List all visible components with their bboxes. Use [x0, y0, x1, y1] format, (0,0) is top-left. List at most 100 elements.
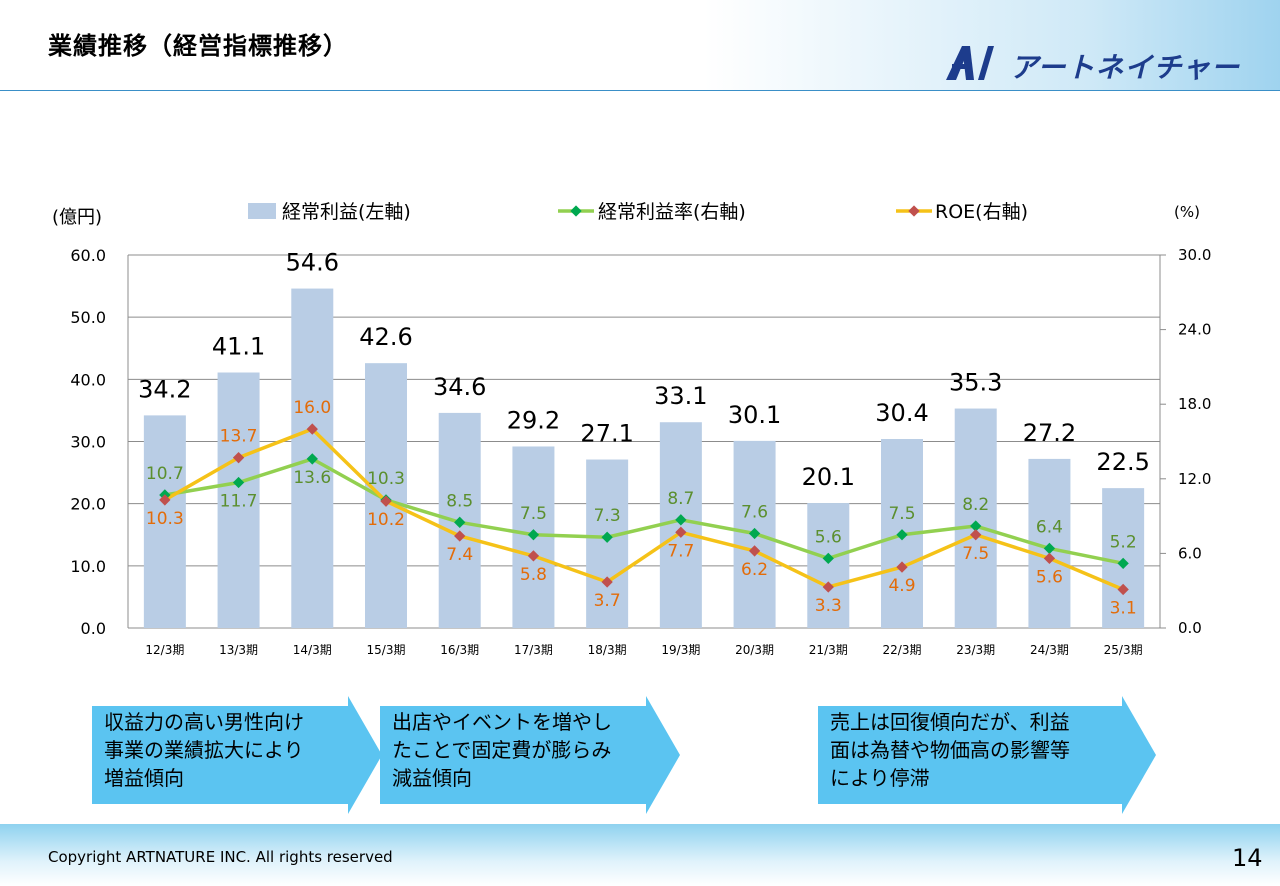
bar-value-label: 20.1 — [802, 463, 855, 491]
header-bar: 業績推移（経営指標推移） アートネイチャー — [0, 0, 1280, 91]
margin-value-label: 8.5 — [446, 491, 473, 511]
bar-value-label: 34.6 — [433, 373, 486, 401]
margin-value-label: 10.7 — [146, 464, 184, 484]
x-tick-label: 22/3期 — [883, 643, 922, 657]
callout-3: 売上は回復傾向だが、利益 面は為替や物価高の影響等 により停滞 — [818, 696, 1156, 814]
x-tick-label: 16/3期 — [440, 643, 479, 657]
margin-point — [1043, 542, 1056, 555]
margin-value-label: 8.2 — [962, 495, 989, 515]
margin-value-label: 11.7 — [220, 492, 258, 512]
y-left-tick-label: 10.0 — [70, 557, 106, 576]
x-tick-label: 20/3期 — [735, 643, 774, 657]
legend-label-roe: ROE(右軸) — [935, 201, 1028, 223]
copyright-text: Copyright ARTNATURE INC. All rights rese… — [48, 848, 393, 866]
margin-point — [306, 453, 318, 465]
callout-arrow-shape — [92, 696, 382, 814]
roe-value-label: 4.9 — [888, 576, 915, 596]
x-tick-label: 15/3期 — [367, 643, 406, 657]
roe-value-label: 5.8 — [520, 565, 547, 585]
roe-point — [822, 581, 834, 593]
margin-point — [1117, 557, 1129, 570]
callout-2: 出店やイベントを増やし たことで固定費が膨らみ 減益傾向 — [380, 696, 680, 814]
bar-value-label: 27.1 — [580, 420, 633, 448]
x-tick-label: 18/3期 — [588, 643, 627, 657]
y-right-axis-label: (%) — [1174, 203, 1200, 221]
roe-value-label: 7.5 — [962, 544, 989, 564]
roe-point — [1117, 583, 1129, 596]
margin-point — [232, 476, 245, 489]
legend-marker-roe — [908, 205, 920, 217]
bar-value-label: 54.6 — [286, 249, 339, 277]
page-title: 業績推移（経営指標推移） — [48, 32, 348, 60]
page-number: 14 — [1232, 844, 1263, 872]
y-left-tick-label: 0.0 — [81, 619, 106, 638]
y-left-tick-label: 60.0 — [70, 246, 106, 265]
roe-point — [675, 526, 687, 538]
margin-point — [527, 529, 540, 541]
margin-value-label: 5.6 — [815, 527, 842, 547]
roe-line — [163, 427, 1124, 592]
bar-value-label: 27.2 — [1023, 419, 1076, 447]
y-right-tick-label: 0.0 — [1178, 619, 1202, 637]
margin-value-label: 5.2 — [1110, 532, 1137, 552]
bar — [954, 408, 997, 628]
margin-point — [822, 552, 834, 565]
margin-point — [970, 520, 982, 532]
y-left-tick-label: 40.0 — [70, 370, 106, 389]
roe-point — [527, 550, 540, 562]
roe-value-label: 7.4 — [446, 545, 473, 565]
y-right-tick-label: 12.0 — [1178, 470, 1211, 488]
roe-point — [896, 561, 908, 573]
x-tick-label: 21/3期 — [809, 643, 848, 657]
y-right-tick-label: 18.0 — [1178, 395, 1211, 413]
margin-line — [164, 457, 1124, 566]
callout-text: 収益力の高い男性向け 事業の業績拡大により 増益傾向 — [104, 710, 304, 790]
x-tick-label: 14/3期 — [293, 643, 332, 657]
bar — [217, 372, 260, 628]
callout-text: 出店やイベントを増やし たことで固定費が膨らみ 減益傾向 — [392, 710, 612, 790]
x-tick-label: 23/3期 — [956, 643, 995, 657]
margin-point — [601, 531, 613, 543]
x-tick-label: 24/3期 — [1030, 643, 1069, 657]
bar-value-label: 35.3 — [949, 369, 1002, 397]
margin-point — [454, 516, 466, 528]
chart: 0.0 10.0 20.0 30.0 40.0 50.0 60.0 0.0 6.0 12.0 18.… — [52, 201, 1211, 657]
company-logo: アートネイチャー — [944, 44, 1264, 84]
callout-arrow-shape — [818, 696, 1156, 814]
y-left-tick-label: 50.0 — [70, 308, 106, 327]
bar-value-label: 30.4 — [875, 399, 928, 427]
x-tick-label: 12/3期 — [145, 643, 184, 657]
margin-value-label: 7.5 — [520, 504, 547, 524]
bar-value-label: 22.5 — [1096, 448, 1149, 476]
bar-value-label: 30.1 — [728, 401, 781, 429]
x-tick-label: 13/3期 — [219, 643, 258, 657]
roe-value-label: 7.7 — [667, 541, 694, 561]
bar-value-label: 33.1 — [654, 382, 707, 410]
callout-arrow-shape — [380, 696, 680, 814]
margin-point — [675, 514, 687, 526]
roe-value-label: 10.3 — [146, 509, 184, 529]
legend-marker-margin — [570, 205, 582, 217]
bar — [807, 503, 850, 628]
bar — [143, 415, 186, 628]
footer-bar — [0, 824, 1280, 886]
margin-value-label: 7.6 — [741, 503, 768, 523]
roe-point — [159, 494, 171, 506]
y-right-tick-label: 6.0 — [1178, 544, 1202, 562]
bar — [586, 459, 629, 628]
callout-text: 売上は回復傾向だが、利益 面は為替や物価高の影響等 により停滞 — [830, 710, 1070, 790]
y-left-tick-label: 20.0 — [70, 495, 106, 514]
margin-value-label: 7.3 — [594, 506, 621, 526]
x-tick-label: 19/3期 — [661, 643, 700, 657]
margin-point — [896, 529, 908, 541]
roe-point — [970, 529, 982, 541]
bar-value-label: 41.1 — [212, 332, 265, 360]
roe-point — [380, 495, 392, 507]
roe-point — [306, 423, 318, 435]
x-tick-label: 17/3期 — [514, 643, 553, 657]
roe-point — [748, 545, 761, 557]
roe-value-label: 3.1 — [1110, 598, 1137, 618]
margin-value-label: 6.4 — [1036, 517, 1063, 537]
roe-point — [601, 576, 613, 588]
margin-value-label: 10.3 — [367, 469, 405, 489]
